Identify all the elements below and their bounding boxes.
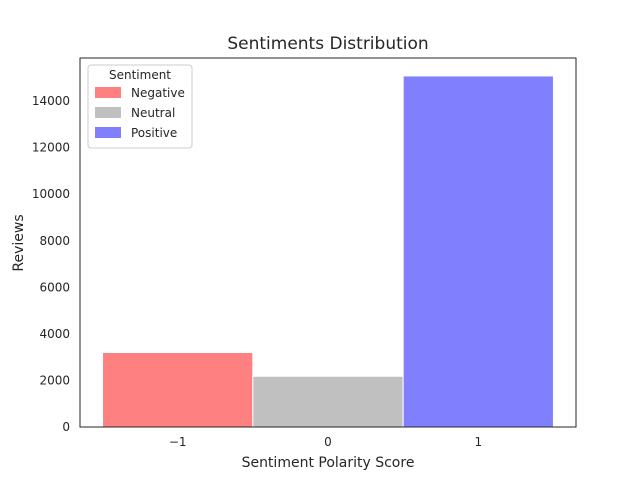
y-tick-label: 4000 — [39, 327, 70, 341]
legend-title: Sentiment — [109, 68, 171, 82]
legend-items: Negative Neutral Positive — [95, 86, 185, 140]
x-tick-label: −1 — [169, 435, 187, 449]
y-tick-label: 2000 — [39, 373, 70, 387]
x-tick-label: 1 — [474, 435, 482, 449]
legend-label-neutral: Neutral — [131, 106, 175, 120]
bar-positive — [402, 75, 554, 428]
y-tick-label: 14000 — [32, 94, 70, 108]
y-tick-label: 12000 — [32, 141, 70, 155]
y-tick-label: 0 — [62, 420, 70, 434]
y-tick-label: 8000 — [39, 234, 70, 248]
y-tick-label: 6000 — [39, 280, 70, 294]
legend: Sentiment Negative Neutral Positive — [87, 64, 193, 149]
x-tick-label: 0 — [324, 435, 332, 449]
bars — [102, 75, 554, 428]
legend-label-positive: Positive — [131, 126, 177, 140]
plot-frame — [79, 57, 577, 428]
legend-swatch-positive — [95, 127, 121, 138]
y-axis-ticks: 0 2000 4000 6000 8000 10000 12000 14000 — [32, 94, 70, 434]
x-axis-ticks: −1 0 1 — [169, 435, 482, 449]
legend-label-negative: Negative — [131, 86, 185, 100]
y-tick-label: 10000 — [32, 187, 70, 201]
chart-title: Sentiments Distribution — [227, 34, 428, 54]
bar-neutral — [252, 375, 404, 428]
bar-negative — [102, 352, 254, 428]
legend-swatch-neutral — [95, 107, 121, 118]
y-axis-label: Reviews — [11, 214, 27, 271]
x-axis-label: Sentiment Polarity Score — [242, 455, 415, 471]
legend-swatch-negative — [95, 87, 121, 98]
